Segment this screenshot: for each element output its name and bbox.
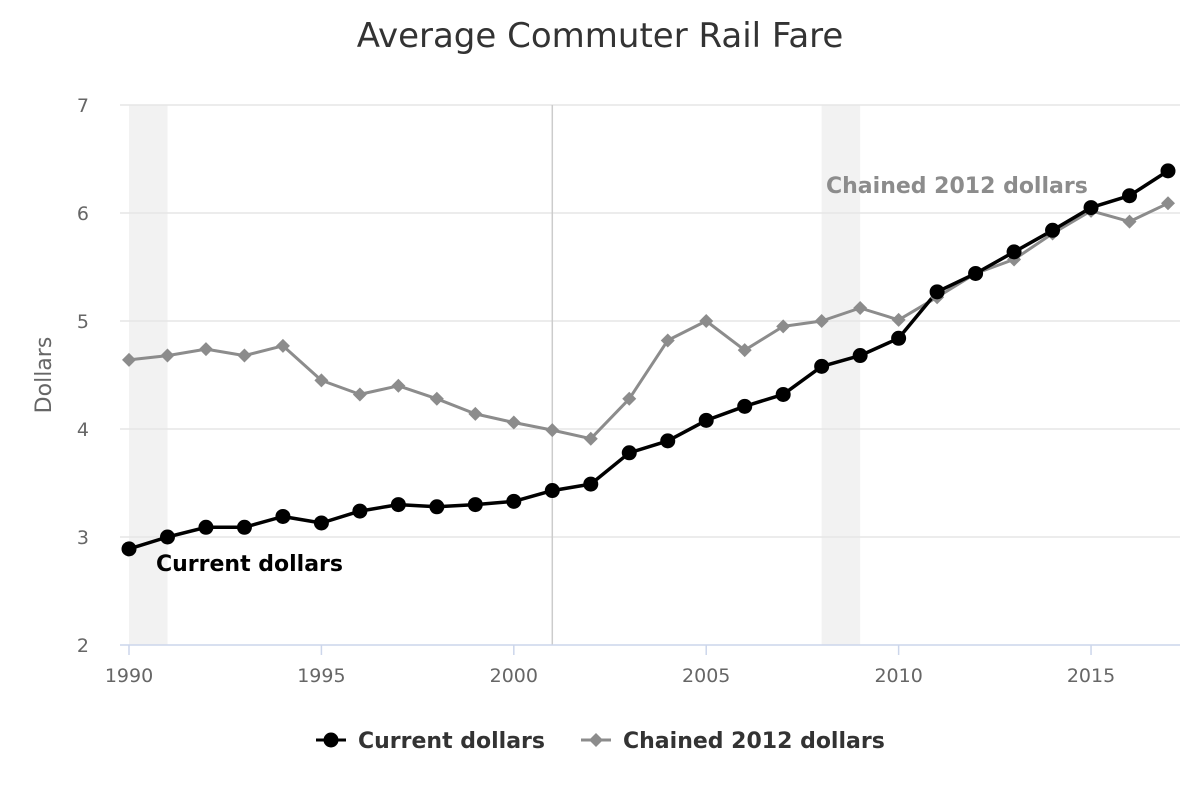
data-point-chained-2012-dollars[interactable]: [1161, 196, 1175, 211]
data-point-chained-2012-dollars[interactable]: [122, 352, 136, 367]
data-point-chained-2012-dollars[interactable]: [198, 342, 213, 357]
data-point-current-dollars[interactable]: [1083, 200, 1099, 216]
data-point-chained-2012-dollars[interactable]: [814, 314, 829, 328]
series-line-chained-2012-dollars: [128, 201, 1169, 441]
data-point-chained-2012-dollars[interactable]: [583, 431, 598, 446]
legend-marker: [323, 732, 339, 748]
chart-title: Average Commuter Rail Fare: [357, 16, 844, 56]
legend[interactable]: Current dollars Chained 2012 dollars: [316, 729, 885, 754]
data-point-current-dollars[interactable]: [544, 483, 560, 499]
data-point-chained-2012-dollars[interactable]: [737, 343, 752, 358]
legend-label: Current dollars: [358, 729, 545, 754]
data-point-current-dollars[interactable]: [198, 519, 214, 535]
legend-marker: [589, 733, 603, 747]
data-point-current-dollars[interactable]: [429, 499, 445, 515]
shaded-period: [821, 105, 861, 645]
x-tick-label: 2000: [490, 665, 538, 687]
y-tick-label: 3: [77, 527, 89, 549]
data-point-current-dollars[interactable]: [159, 529, 175, 545]
series-points[interactable]: [121, 163, 1176, 557]
data-point-current-dollars[interactable]: [236, 519, 252, 535]
data-point-chained-2012-dollars[interactable]: [429, 391, 444, 406]
data-point-current-dollars[interactable]: [313, 515, 329, 531]
y-axis-ticks: 2 3 4 5 6 7: [77, 95, 89, 657]
data-point-current-dollars[interactable]: [352, 503, 368, 519]
data-point-current-dollars[interactable]: [1006, 244, 1022, 260]
annotation-chained-2012-dollars: Chained 2012 dollars: [826, 174, 1088, 199]
data-point-chained-2012-dollars[interactable]: [853, 301, 868, 316]
data-point-chained-2012-dollars[interactable]: [1122, 214, 1137, 229]
data-point-chained-2012-dollars[interactable]: [314, 373, 329, 388]
x-tick-label: 1995: [297, 665, 345, 687]
x-tick-label: 2005: [682, 665, 730, 687]
data-point-chained-2012-dollars[interactable]: [776, 319, 791, 334]
y-tick-label: 5: [77, 311, 89, 333]
annotation-current-dollars: Current dollars: [156, 552, 343, 577]
recession-bands: [129, 105, 861, 645]
data-point-current-dollars[interactable]: [660, 433, 676, 449]
data-point-current-dollars[interactable]: [390, 497, 406, 513]
data-point-chained-2012-dollars[interactable]: [699, 314, 714, 328]
data-point-chained-2012-dollars[interactable]: [391, 378, 406, 393]
data-point-current-dollars[interactable]: [929, 284, 945, 300]
data-point-current-dollars[interactable]: [506, 493, 522, 509]
series-lines: [128, 169, 1169, 551]
y-tick-label: 7: [77, 95, 89, 117]
data-point-current-dollars[interactable]: [814, 358, 830, 374]
data-point-current-dollars[interactable]: [467, 497, 483, 513]
legend-label: Chained 2012 dollars: [623, 729, 885, 754]
y-axis-title: Dollars: [32, 337, 57, 414]
y-tick-label: 6: [77, 203, 89, 225]
data-point-chained-2012-dollars[interactable]: [352, 387, 367, 402]
data-point-current-dollars[interactable]: [583, 476, 599, 492]
y-tick-label: 4: [77, 419, 89, 441]
data-point-current-dollars[interactable]: [968, 265, 984, 281]
data-point-current-dollars[interactable]: [121, 541, 137, 557]
y-tick-label: 2: [77, 635, 89, 657]
data-point-current-dollars[interactable]: [698, 412, 714, 428]
data-point-current-dollars[interactable]: [621, 445, 637, 461]
series-annotations: Current dollars Chained 2012 dollars: [156, 174, 1088, 577]
series-line-current-dollars: [128, 169, 1169, 551]
data-point-chained-2012-dollars[interactable]: [545, 423, 560, 438]
data-point-chained-2012-dollars[interactable]: [660, 333, 675, 348]
data-point-current-dollars[interactable]: [1122, 188, 1138, 204]
data-point-chained-2012-dollars[interactable]: [506, 415, 521, 430]
x-tick-label: 1990: [105, 665, 153, 687]
data-point-chained-2012-dollars[interactable]: [622, 391, 637, 406]
data-point-current-dollars[interactable]: [275, 508, 291, 524]
legend-item-current-dollars[interactable]: Current dollars: [316, 729, 545, 754]
data-point-chained-2012-dollars[interactable]: [275, 338, 290, 353]
x-axis-ticks: 1990 1995 2000 2005 2010 2015: [105, 645, 1115, 687]
data-point-chained-2012-dollars[interactable]: [468, 406, 483, 421]
data-point-chained-2012-dollars[interactable]: [160, 348, 175, 363]
data-point-current-dollars[interactable]: [1160, 163, 1176, 179]
data-point-current-dollars[interactable]: [852, 348, 868, 364]
data-point-chained-2012-dollars[interactable]: [891, 312, 906, 327]
data-point-current-dollars[interactable]: [1045, 222, 1061, 238]
x-tick-label: 2010: [874, 665, 922, 687]
data-point-current-dollars[interactable]: [775, 386, 791, 402]
data-point-chained-2012-dollars[interactable]: [237, 348, 252, 363]
x-tick-label: 2015: [1067, 665, 1115, 687]
data-point-current-dollars[interactable]: [891, 330, 907, 346]
shaded-period: [129, 105, 168, 645]
gridlines: [120, 104, 1180, 538]
legend-item-chained-2012-dollars[interactable]: Chained 2012 dollars: [581, 729, 885, 754]
data-point-current-dollars[interactable]: [737, 398, 753, 414]
